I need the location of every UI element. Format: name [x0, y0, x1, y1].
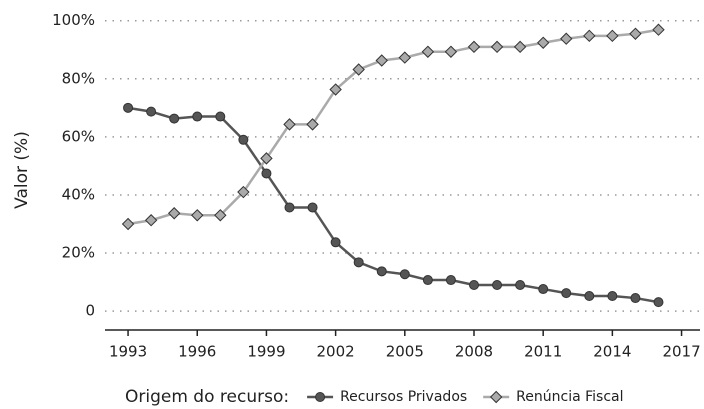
data-point: [561, 288, 572, 299]
data-point: [353, 257, 364, 268]
data-point: [260, 152, 273, 165]
data-point: [261, 168, 272, 179]
data-point: [444, 45, 458, 58]
data-point: [307, 202, 318, 213]
data-point: [144, 214, 158, 227]
data-point: [536, 36, 550, 49]
data-point: [421, 45, 435, 58]
data-point: [330, 237, 341, 248]
data-point: [306, 118, 319, 131]
data-point: [468, 279, 479, 290]
data-point: [123, 102, 134, 113]
data-point: [399, 269, 410, 280]
data-point: [467, 40, 481, 54]
data-point: [329, 83, 342, 96]
legend-swatch: [315, 392, 326, 402]
data-point: [214, 209, 227, 222]
data-point: [215, 111, 226, 122]
data-point: [191, 209, 204, 222]
data-point: [490, 40, 504, 54]
data-point: [515, 279, 526, 290]
legend-title: Origem do recurso:: [125, 387, 289, 407]
y-tick-label: 80%: [62, 69, 95, 87]
data-point: [237, 185, 250, 199]
data-point: [375, 54, 388, 67]
data-point: [146, 106, 157, 117]
data-point: [606, 29, 619, 43]
data-point: [513, 40, 527, 54]
data-point: [422, 275, 433, 286]
y-tick-label: 100%: [52, 11, 95, 29]
x-tick-label: 2014: [593, 343, 631, 361]
x-tick-label: 1993: [109, 343, 147, 361]
data-point: [238, 134, 249, 145]
x-tick-label: 1996: [178, 343, 216, 361]
data-point: [352, 63, 365, 76]
data-point: [284, 202, 295, 213]
x-tick-label: 2002: [317, 343, 355, 361]
x-tick-label: 1999: [247, 343, 285, 361]
legend-swatch: [489, 390, 503, 404]
data-point: [607, 291, 618, 302]
y-axis-label: Valor (%): [12, 131, 32, 209]
data-point: [121, 217, 135, 231]
data-point: [583, 29, 596, 43]
data-point: [376, 266, 387, 277]
x-tick-label: 2008: [455, 343, 493, 361]
legend-label: Renúncia Fiscal: [516, 389, 623, 405]
data-point: [283, 118, 296, 131]
data-point: [398, 51, 412, 64]
data-point: [192, 111, 203, 122]
data-point: [538, 284, 549, 295]
x-tick-label: 2017: [662, 343, 700, 361]
data-point: [653, 297, 664, 308]
data-point: [584, 291, 595, 302]
y-tick-label: 40%: [62, 185, 95, 203]
legend-label: Recursos Privados: [340, 389, 467, 405]
data-point: [167, 207, 181, 220]
data-point: [560, 32, 573, 45]
data-point: [629, 27, 642, 40]
data-point: [652, 23, 665, 36]
y-tick-label: 20%: [62, 244, 95, 262]
data-point: [169, 113, 180, 124]
y-tick-label: 60%: [62, 127, 95, 145]
data-point: [492, 279, 503, 290]
y-tick-label: 0: [85, 302, 95, 320]
x-tick-label: 2005: [386, 343, 424, 361]
data-point: [445, 275, 456, 286]
x-tick-label: 2011: [524, 343, 562, 361]
data-point: [630, 293, 641, 304]
